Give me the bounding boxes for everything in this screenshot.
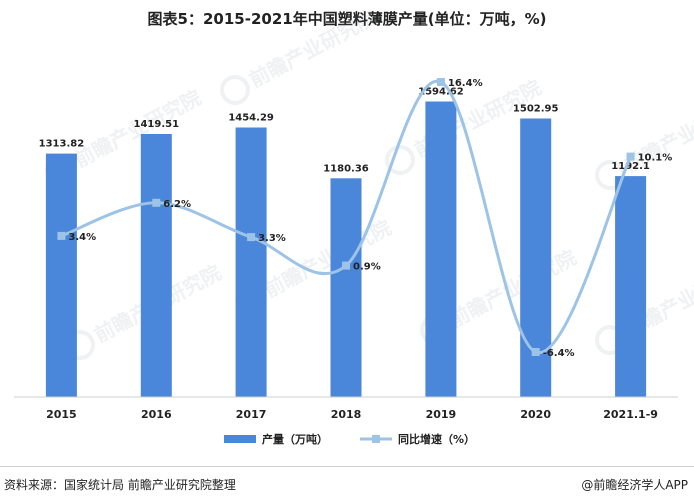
bar-value-label: 1594.62 [418,87,464,98]
growth-value-label: 10.1% [638,153,673,164]
growth-value-label: 3.3% [258,233,286,244]
bar-value-labels: 1313.82 1419.51 1454.29 1180.36 1594.62 1502.… [39,87,650,175]
x-tick-label: 2017 [236,408,267,421]
x-tick-label: 2016 [141,408,172,421]
svg-text:前瞻产业研究院: 前瞻产业研究院 [245,5,380,92]
legend-line-label: 同比增速（%） [398,432,475,446]
bar [425,101,457,397]
legend-bar-label: 产量（万吨） [262,432,328,446]
svg-text:前瞻产业研究院: 前瞻产业研究院 [445,245,580,332]
watermark: 前瞻产业研究院 [220,5,380,105]
x-tick-label: 2015 [46,408,77,421]
bar-value-label: 1313.82 [39,139,85,150]
x-tick-label: 2019 [426,408,457,421]
svg-text:前瞻产业研究院: 前瞻产业研究院 [260,215,395,302]
bar-value-label: 1180.36 [323,163,369,174]
bar [330,178,362,397]
legend-bar-swatch [224,435,256,443]
bar-value-label: 1502.95 [513,104,559,115]
bar [140,134,172,397]
bar-value-label: 1454.29 [228,113,274,124]
x-tick-label: 2021.1-9 [603,408,658,421]
growth-value-label: 3.4% [68,232,96,243]
growth-value-label: -6.4% [543,348,575,359]
growth-point [152,198,161,207]
bar-series [45,101,647,397]
growth-line-series: 3.4% 6.2% 3.3% 0.9% 16.4% -6.4% 10.1% [57,78,672,359]
growth-value-label: 16.4% [448,78,483,89]
source-note: 资料来源：国家统计局 前瞻产业研究院整理 [4,478,236,492]
bar-value-label: 1192.1 [611,161,650,172]
bar-value-label: 1419.51 [134,119,180,130]
footer-divider [0,466,694,467]
growth-point [57,231,66,240]
bar [235,127,267,397]
legend: 产量（万吨） 同比增速（%） [224,432,475,446]
growth-value-label: 6.2% [163,199,191,210]
x-tick-labels: 2015 2016 2017 2018 2019 2020 2021.1-9 [46,408,658,421]
bar [45,153,77,397]
growth-point [436,78,445,86]
bar [615,176,647,397]
x-tick-label: 2020 [520,408,551,421]
brand-mark: @前瞻经济学人APP [581,478,688,492]
growth-point [247,233,256,242]
chart-title: 图表5：2015-2021年中国塑料薄膜产量(单位：万吨，%) [147,10,547,28]
growth-point [342,261,350,270]
growth-value-label: 0.9% [353,262,381,273]
growth-point [626,152,635,161]
growth-point [531,348,540,356]
legend-line-marker [372,435,380,443]
growth-line [60,79,632,354]
x-tick-label: 2018 [331,408,362,421]
